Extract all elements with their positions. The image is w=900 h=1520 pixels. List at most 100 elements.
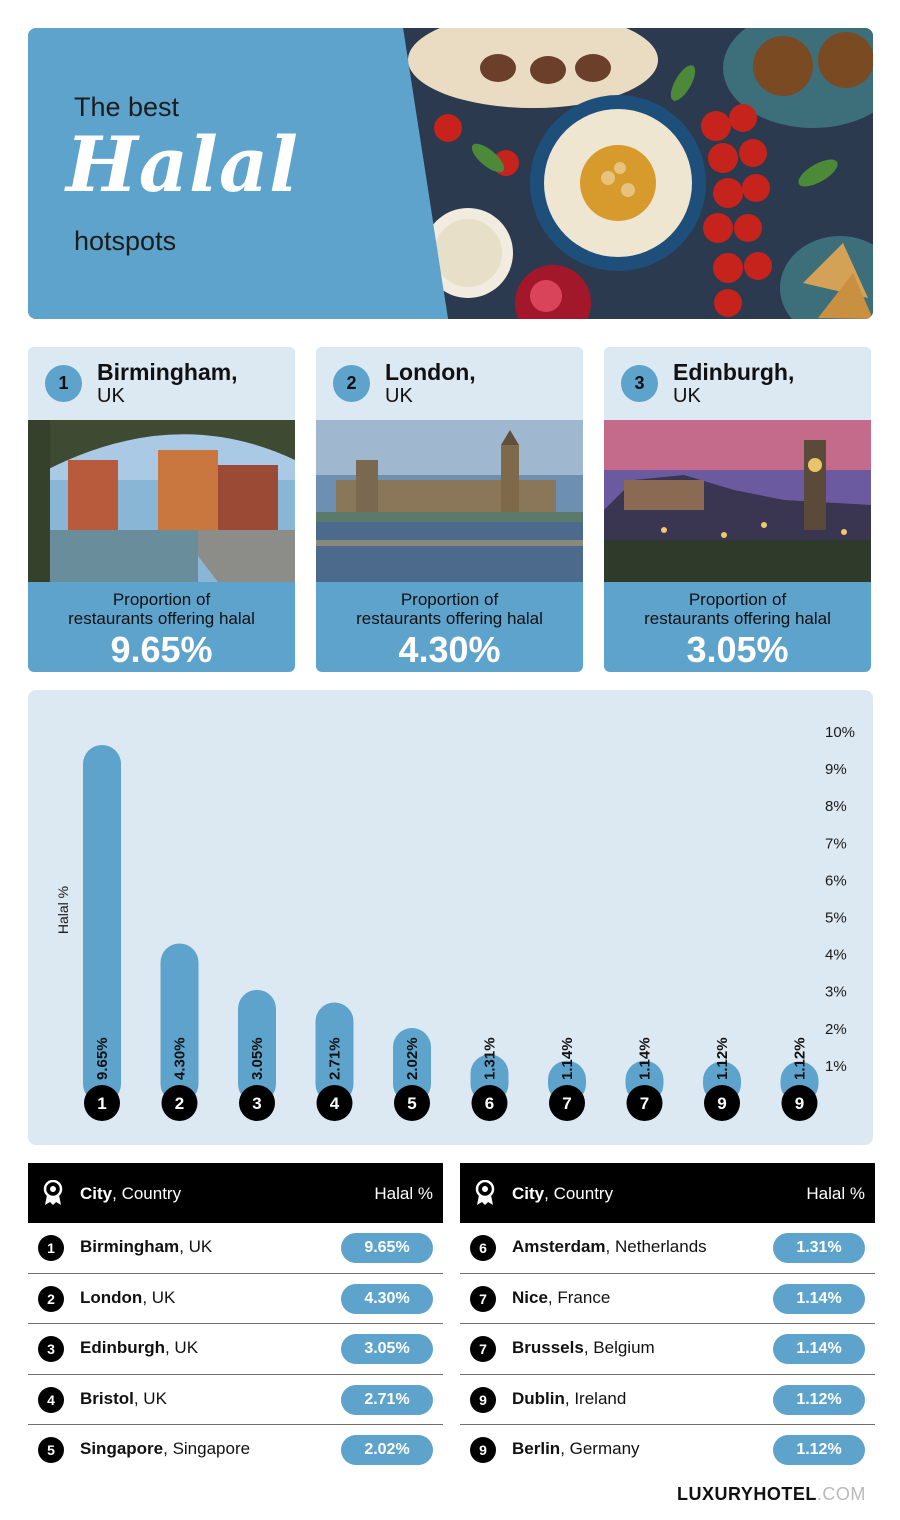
award-icon	[475, 1180, 495, 1205]
rank-badge: 2	[38, 1285, 64, 1312]
city-country: Brussels, Belgium	[512, 1338, 655, 1358]
country-name: , Singapore	[163, 1439, 251, 1458]
rank-badge: 6	[470, 1235, 496, 1261]
card-caption: Proportion of restaurants offering halal	[604, 590, 871, 628]
category-label: 7	[640, 1094, 649, 1113]
bar	[238, 989, 276, 1103]
podium-card-1: 1 Birmingham, UK Proportion of restauran…	[28, 347, 295, 672]
bar	[393, 1028, 431, 1103]
hero-line1: The best	[74, 92, 180, 122]
table-row: 7 Nice, France 1.14%	[460, 1274, 875, 1324]
caption-line1: Proportion of	[112, 590, 211, 609]
city-name: London	[80, 1287, 143, 1307]
table-row: 6 Amsterdam, Netherlands 1.31%	[460, 1223, 875, 1274]
card-value: 3.05%	[686, 629, 789, 670]
city-name: Dublin	[512, 1388, 565, 1408]
y-tick-label: 1%	[825, 1058, 847, 1075]
header-city: City	[80, 1184, 113, 1203]
ranking-table-left: City, Country Halal % 1 Birmingham, UK 9.6…	[28, 1163, 443, 1476]
y-tick-label: 9%	[825, 761, 847, 778]
card-value: 9.65%	[110, 629, 213, 670]
bar	[160, 943, 199, 1103]
halal-value-pill: 1.12%	[773, 1435, 865, 1465]
city-country: Bristol, UK	[80, 1389, 167, 1409]
bar-value-label: 1.14%	[637, 1037, 654, 1080]
country-name: , France	[547, 1287, 611, 1307]
country-name: , Netherlands	[605, 1237, 707, 1256]
city-name: Singapore	[80, 1439, 164, 1458]
city-country: Edinburgh, UK	[80, 1338, 198, 1358]
country-name: , Ireland	[564, 1388, 627, 1408]
city-name: Birmingham	[80, 1237, 180, 1256]
city-country: Berlin, Germany	[512, 1439, 640, 1459]
rank-badge: 7	[470, 1336, 496, 1362]
country-name: , UK	[164, 1338, 199, 1357]
card-city: Birmingham,	[97, 359, 238, 385]
table-body: 1 Birmingham, UK 9.65% 2 London, UK 4.30% 3 Edi…	[28, 1223, 443, 1476]
table-row: 9 Berlin, Germany 1.12%	[460, 1425, 875, 1476]
bar-value-label: 1.14%	[559, 1037, 576, 1080]
birmingham-photo	[28, 420, 295, 582]
card-country: UK	[385, 385, 413, 407]
london-photo	[316, 420, 583, 582]
table-row: 1 Birmingham, UK 9.65%	[28, 1223, 443, 1274]
food-photo	[28, 28, 873, 319]
rank-badge: 5	[38, 1437, 64, 1463]
card-caption: Proportion of restaurants offering halal	[28, 590, 295, 628]
halal-value-pill: 1.14%	[773, 1334, 865, 1364]
rank-badge	[239, 1085, 275, 1121]
header-halal: Halal %	[806, 1184, 865, 1203]
halal-value-pill: 4.30%	[341, 1283, 433, 1314]
bar	[83, 744, 121, 1103]
city-name: Brussels	[512, 1338, 584, 1357]
category-label: 7	[562, 1094, 571, 1113]
y-axis-label: Halal %	[55, 886, 71, 934]
table-row: 4 Bristol, UK 2.71%	[28, 1375, 443, 1425]
rank-badge	[781, 1085, 818, 1121]
city-country: Dublin, Ireland	[512, 1389, 626, 1409]
city-country: Birmingham, UK	[80, 1237, 212, 1257]
edinburgh-photo	[604, 420, 871, 582]
brand-logo[interactable]: LUXURYHOTEL.COM	[677, 1484, 866, 1505]
category-label: 1	[97, 1094, 106, 1113]
category-label: 4	[330, 1094, 340, 1113]
city-name: Bristol	[80, 1388, 134, 1408]
bar-value-label: 1.12%	[792, 1037, 809, 1080]
card-city: London,	[385, 359, 476, 385]
table-header: City, Country Halal %	[28, 1163, 443, 1223]
rank-badge	[549, 1085, 585, 1121]
y-tick-label: 2%	[825, 1021, 847, 1038]
y-tick-label: 10%	[825, 724, 855, 741]
rank-badge	[626, 1085, 663, 1121]
city-name: Berlin	[512, 1439, 561, 1458]
table-row: 7 Brussels, Belgium 1.14%	[460, 1324, 875, 1375]
hero-script-title: Halal	[66, 120, 300, 209]
halal-value-pill: 1.12%	[773, 1384, 865, 1415]
y-tick-label: 8%	[825, 798, 847, 815]
y-tick-label: 7%	[825, 835, 847, 852]
halal-value-pill: 2.71%	[341, 1384, 433, 1415]
rank-badge: 2	[333, 365, 370, 402]
header-country: , Country	[544, 1184, 614, 1203]
halal-value-pill: 1.14%	[773, 1283, 865, 1314]
award-icon	[43, 1180, 63, 1205]
halal-value-pill: 2.02%	[341, 1435, 433, 1465]
rank-badge: 9	[470, 1437, 496, 1463]
hero-line2: hotspots	[74, 226, 177, 256]
city-name: Nice	[512, 1287, 548, 1307]
halal-value-pill: 1.31%	[773, 1233, 865, 1263]
bar-value-label: 1.31%	[482, 1037, 499, 1080]
card-country: UK	[673, 385, 701, 407]
city-country: Nice, France	[512, 1288, 610, 1308]
table-row: 3 Edinburgh, UK 3.05%	[28, 1324, 443, 1375]
bar-value-label: 9.65%	[94, 1037, 111, 1080]
city-name: Amsterdam	[512, 1237, 606, 1256]
card-city: Edinburgh,	[673, 359, 795, 385]
table-row: 2 London, UK 4.30%	[28, 1274, 443, 1324]
y-tick-label: 5%	[825, 910, 847, 927]
halal-value-pill: 9.65%	[341, 1233, 433, 1263]
bar-value-label: 2.71%	[327, 1037, 344, 1080]
halal-value-pill: 3.05%	[341, 1334, 433, 1364]
rank-badge: 3	[621, 365, 658, 402]
halal-bar-chart: 1% 2% 3% 4% 5% 6% 7% 8% 9% 10% Halal % 9.65% 1 4.30% 2…	[55, 724, 855, 1121]
